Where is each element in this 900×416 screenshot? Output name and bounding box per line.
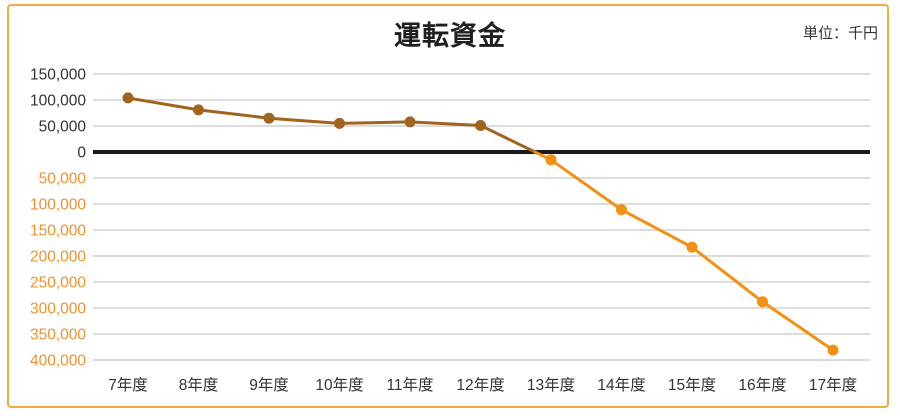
x-tick-label: 16年度: [738, 376, 786, 394]
x-tick-label: 8年度: [179, 376, 219, 394]
line-series-segment: [126, 96, 537, 154]
data-point-marker: [334, 117, 345, 129]
data-point-marker: [545, 154, 557, 166]
x-tick-label: 9年度: [249, 376, 289, 394]
data-point-marker: [757, 296, 768, 308]
y-tick-label: 400,000: [30, 353, 86, 370]
y-tick-label: 100,000: [30, 197, 86, 214]
y-tick-label: 100,000: [30, 93, 86, 110]
data-point-marker: [193, 104, 204, 116]
x-tick-label: 17年度: [809, 376, 857, 394]
data-point-marker: [475, 119, 486, 131]
x-tick-label: 13年度: [527, 376, 575, 394]
chart-card: [7, 4, 889, 408]
x-tick-label: 11年度: [386, 376, 433, 394]
data-point-marker: [404, 116, 416, 128]
unit-label: 単位：千円: [802, 25, 878, 42]
data-point-marker: [686, 241, 698, 253]
y-tick-label: 150,000: [30, 67, 86, 84]
line-series-segment: [533, 150, 835, 352]
y-tick-label: 150,000: [30, 223, 86, 240]
data-point-marker: [263, 112, 275, 124]
y-tick-label: 250,000: [30, 275, 86, 292]
y-tick-label: 350,000: [30, 327, 86, 344]
y-tick-label: 300,000: [30, 301, 86, 318]
x-tick-label: 15年度: [668, 376, 716, 394]
x-tick-label: 7年度: [108, 376, 148, 394]
chart-title: 運転資金: [394, 21, 506, 51]
x-tick-label: 12年度: [456, 376, 504, 394]
y-tick-label: 0: [77, 145, 86, 162]
y-tick-label: 50,000: [39, 171, 87, 188]
y-tick-label: 200,000: [30, 249, 86, 266]
x-tick-label: 14年度: [597, 376, 645, 394]
x-tick-label: 10年度: [315, 376, 363, 394]
data-point-marker: [122, 92, 134, 104]
data-point-marker: [827, 344, 839, 356]
data-point-marker: [616, 204, 627, 216]
y-tick-label: 50,000: [39, 119, 87, 136]
